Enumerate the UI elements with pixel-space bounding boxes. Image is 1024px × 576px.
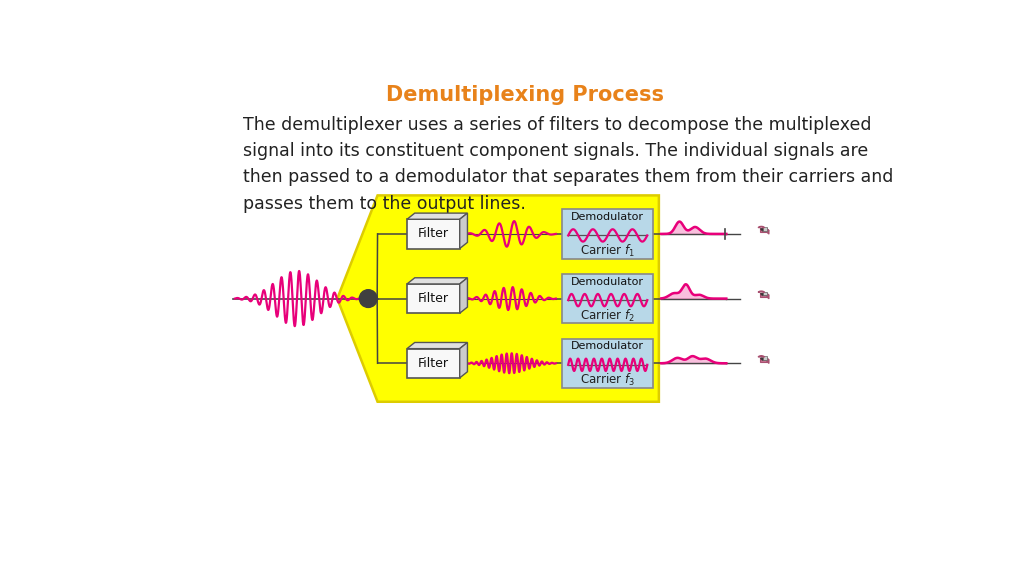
- Text: Carrier $f_1$: Carrier $f_1$: [581, 243, 635, 259]
- FancyBboxPatch shape: [562, 339, 653, 388]
- Polygon shape: [407, 343, 467, 348]
- Polygon shape: [407, 213, 467, 219]
- Polygon shape: [760, 229, 767, 232]
- Polygon shape: [767, 229, 769, 234]
- Polygon shape: [760, 358, 767, 362]
- Text: Filter: Filter: [418, 228, 449, 240]
- Text: Carrier $f_3$: Carrier $f_3$: [581, 372, 635, 388]
- Text: Carrier $f_2$: Carrier $f_2$: [581, 308, 635, 324]
- Text: Demodulator: Demodulator: [571, 276, 644, 287]
- Text: Demodulator: Demodulator: [571, 212, 644, 222]
- Polygon shape: [758, 291, 765, 293]
- FancyBboxPatch shape: [763, 357, 768, 360]
- FancyBboxPatch shape: [407, 284, 460, 313]
- Polygon shape: [758, 355, 765, 357]
- FancyBboxPatch shape: [763, 291, 768, 295]
- FancyBboxPatch shape: [763, 227, 768, 230]
- Polygon shape: [767, 293, 769, 299]
- FancyBboxPatch shape: [562, 209, 653, 259]
- Polygon shape: [758, 226, 765, 228]
- Polygon shape: [767, 358, 769, 363]
- Polygon shape: [407, 278, 467, 284]
- Circle shape: [359, 290, 377, 308]
- Polygon shape: [760, 358, 769, 360]
- Text: Filter: Filter: [418, 292, 449, 305]
- FancyBboxPatch shape: [407, 348, 460, 378]
- Text: Filter: Filter: [418, 357, 449, 370]
- FancyBboxPatch shape: [407, 219, 460, 248]
- Polygon shape: [460, 213, 467, 248]
- Polygon shape: [760, 229, 769, 230]
- Text: Demodulator: Demodulator: [571, 342, 644, 351]
- Polygon shape: [760, 293, 767, 297]
- Polygon shape: [460, 278, 467, 313]
- Text: The demultiplexer uses a series of filters to decompose the multiplexed
signal i: The demultiplexer uses a series of filte…: [243, 116, 894, 213]
- Polygon shape: [760, 293, 769, 295]
- Text: Demultiplexing Process: Demultiplexing Process: [386, 85, 664, 105]
- FancyBboxPatch shape: [562, 274, 653, 323]
- Polygon shape: [460, 343, 467, 378]
- Polygon shape: [337, 195, 658, 402]
